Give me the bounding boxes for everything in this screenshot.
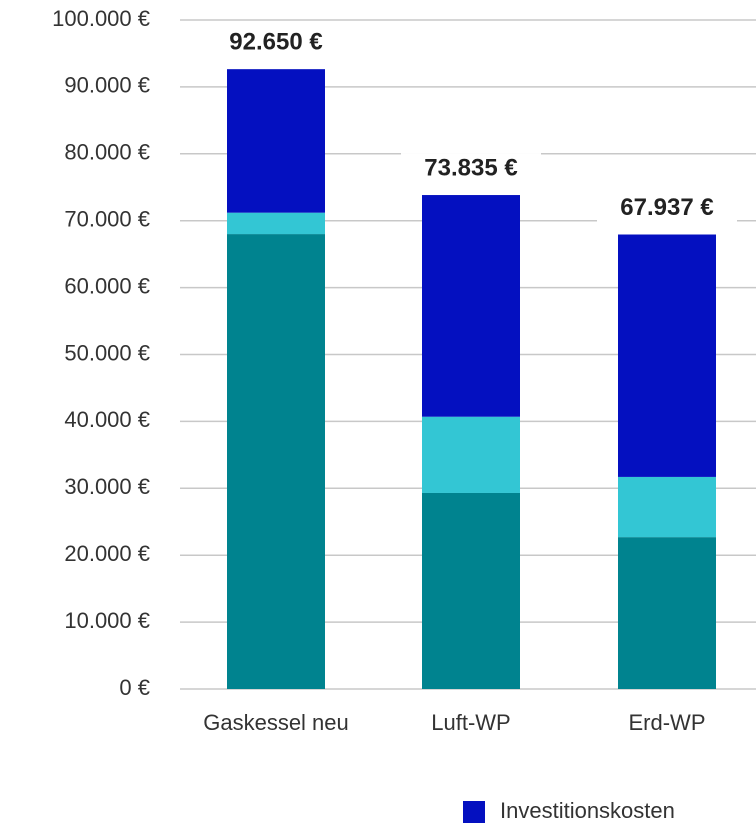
total-label: 92.650 € <box>229 29 322 56</box>
x-tick-label: Gaskessel neu <box>203 710 349 735</box>
bar-segment <box>422 492 520 689</box>
label-bg <box>401 153 541 186</box>
y-tick-label: 30.000 € <box>64 474 150 499</box>
bar-segment <box>618 234 716 477</box>
label-bg <box>206 27 346 60</box>
legend-label: Investitionskosten <box>500 798 675 823</box>
label-bg <box>597 192 737 225</box>
y-tick-label: 60.000 € <box>64 273 150 298</box>
total-label: 67.937 € <box>620 194 713 221</box>
bar-segment <box>227 234 325 689</box>
bar-segment <box>618 476 716 538</box>
y-tick-label: 70.000 € <box>64 207 150 232</box>
y-tick-label: 20.000 € <box>64 541 150 566</box>
y-tick-label: 80.000 € <box>64 140 150 165</box>
bar-segment <box>227 212 325 235</box>
x-tick-label: Erd-WP <box>629 710 706 735</box>
y-tick-label: 10.000 € <box>64 608 150 633</box>
x-tick-label: Luft-WP <box>431 710 510 735</box>
y-tick-label: 40.000 € <box>64 407 150 432</box>
bar-segment <box>422 195 520 417</box>
legend-swatch <box>463 801 485 823</box>
y-tick-label: 90.000 € <box>64 73 150 98</box>
y-tick-label: 100.000 € <box>52 6 150 31</box>
bar-segment <box>227 69 325 213</box>
y-tick-label: 0 € <box>119 675 150 700</box>
bar-segment <box>618 537 716 689</box>
total-label: 73.835 € <box>424 154 517 181</box>
y-tick-label: 50.000 € <box>64 340 150 365</box>
bar-segment <box>422 416 520 493</box>
